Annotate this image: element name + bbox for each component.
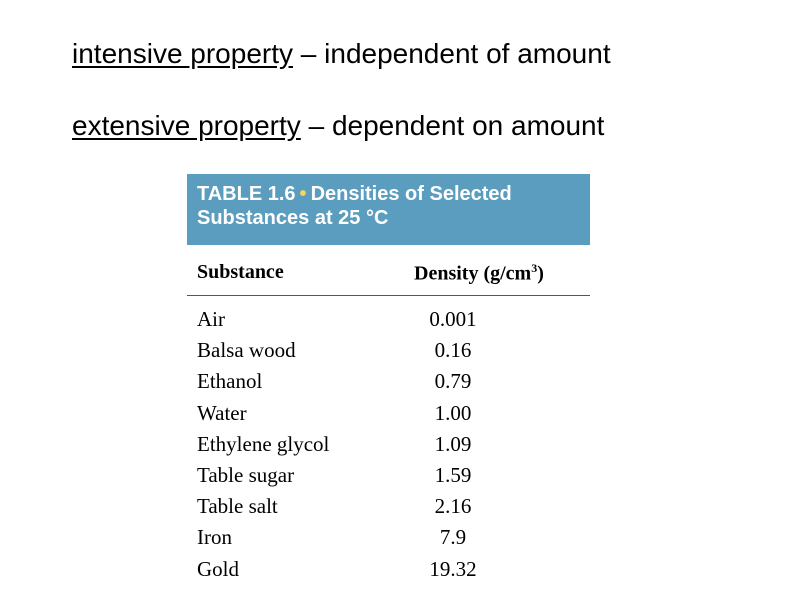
density-cell: 0.16	[434, 338, 472, 363]
table-caption-part2: Substances at 25 °C	[197, 207, 389, 229]
definition-intensive: intensive property – independent of amou…	[72, 38, 611, 70]
density-cell: 1.00	[434, 400, 472, 425]
density-cell: 1.59	[434, 462, 472, 487]
definition-description: dependent on amount	[331, 110, 605, 141]
definition-description: independent of amount	[324, 38, 611, 69]
density-cell: 19.32	[429, 556, 477, 581]
column-header-density: Density (g/cm3)	[414, 261, 544, 286]
substance-cell: Gold	[197, 556, 239, 581]
table-title: TABLE 1.6 • Densities of Selected Substanc…	[187, 174, 590, 245]
density-cell: 0.79	[434, 369, 472, 394]
density-table: TABLE 1.6 • Densities of Selected Substanc…	[187, 174, 590, 585]
density-header-suffix: )	[537, 262, 544, 285]
bullet-icon: •	[299, 183, 307, 205]
density-cell: 7.9	[439, 525, 467, 550]
density-cell: 0.001	[429, 307, 477, 331]
table-row: Iron 7.9	[187, 522, 590, 553]
table-row: Table salt 2.16	[187, 491, 590, 522]
table-title-line1: TABLE 1.6 • Densities of Selected	[197, 182, 580, 206]
table-row: Air 0.001	[187, 304, 590, 335]
substance-cell: Table sugar	[197, 462, 295, 487]
substance-cell: Ethanol	[197, 369, 263, 394]
table-row: Water 1.00	[187, 398, 590, 429]
definition-term: extensive property	[72, 110, 301, 141]
definition-separator: –	[300, 110, 332, 141]
density-header-prefix: Density (g/cm	[414, 262, 532, 285]
density-cell: 2.16	[434, 494, 472, 519]
density-header-superscript: 3	[531, 261, 538, 275]
table-number: TABLE 1.6	[197, 183, 296, 205]
substance-cell: Table salt	[197, 494, 278, 519]
table-body: Air 0.001 Balsa wood 0.16 Ethanol 0.79 Wate…	[187, 296, 590, 585]
table-caption-part1: Densities of Selected	[310, 183, 512, 205]
substance-cell: Balsa wood	[197, 338, 296, 363]
table-row: Gold 19.32	[187, 554, 590, 585]
substance-cell: Iron	[197, 525, 232, 550]
substance-cell: Air	[197, 307, 225, 331]
definition-separator: –	[293, 38, 325, 69]
substance-cell: Water	[197, 400, 247, 425]
table-column-headers: Substance Density (g/cm3)	[187, 245, 590, 296]
substance-cell: Ethylene glycol	[197, 431, 330, 456]
table-row: Ethanol 0.79	[187, 366, 590, 397]
definition-extensive: extensive property – dependent on amount	[72, 110, 604, 142]
definition-term: intensive property	[72, 38, 294, 69]
column-header-substance: Substance	[197, 261, 284, 283]
table-row: Ethylene glycol 1.09	[187, 429, 590, 460]
density-cell: 1.09	[434, 431, 472, 456]
table-row: Table sugar 1.59	[187, 460, 590, 491]
table-row: Balsa wood 0.16	[187, 335, 590, 366]
